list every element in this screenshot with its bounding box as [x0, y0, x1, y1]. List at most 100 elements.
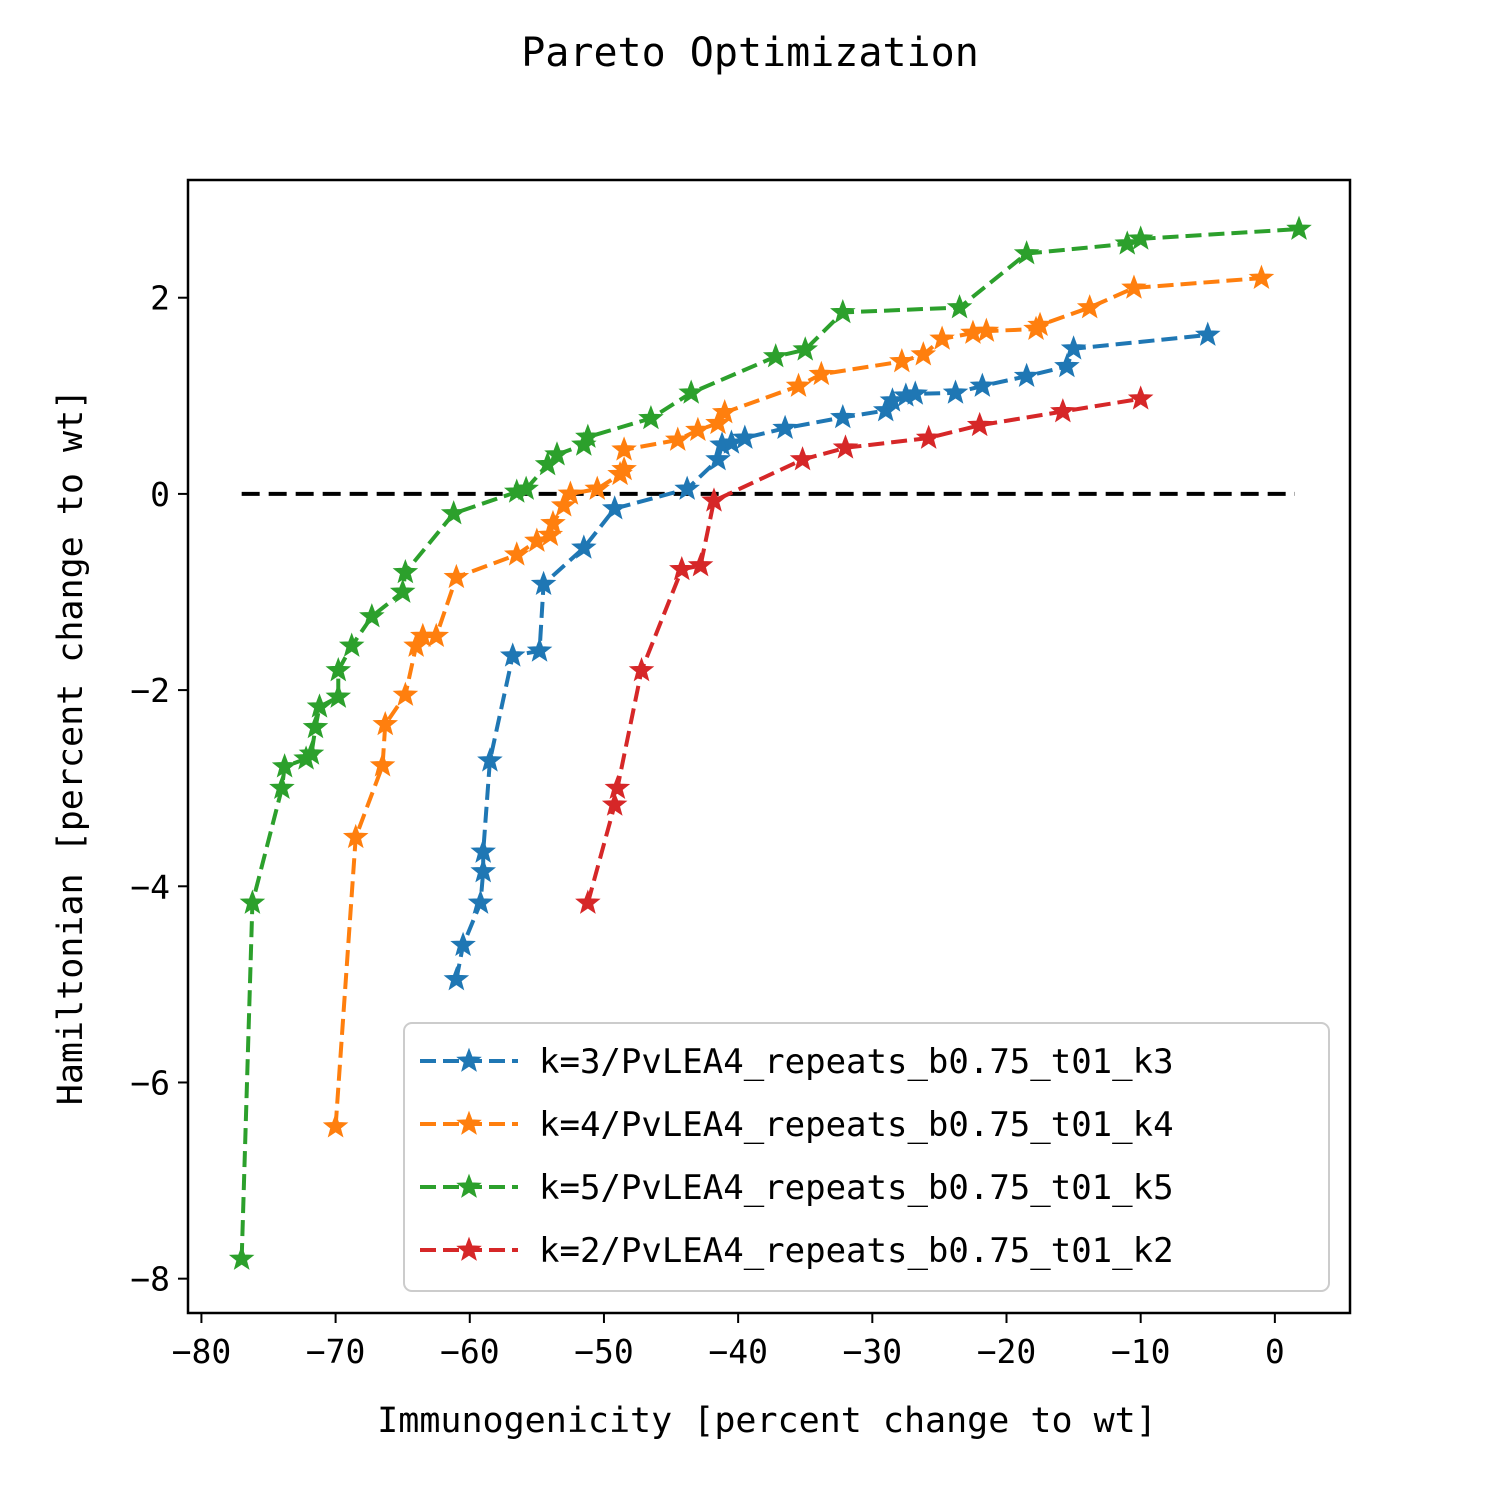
- data-point: [440, 500, 467, 525]
- data-point: [762, 343, 789, 368]
- data-point: [1076, 294, 1103, 319]
- y-tick-label: 0: [150, 475, 170, 514]
- data-point: [601, 791, 628, 816]
- data-point: [302, 713, 329, 739]
- data-point: [392, 558, 419, 584]
- data-point: [946, 294, 973, 319]
- x-tick-label: −50: [574, 1332, 634, 1371]
- data-point: [467, 889, 494, 914]
- data-point: [711, 399, 738, 424]
- data-point: [611, 436, 637, 461]
- data-point: [785, 372, 812, 397]
- data-point: [789, 446, 816, 471]
- data-point: [369, 752, 396, 777]
- data-point: [338, 632, 365, 657]
- series-k2: [575, 385, 1154, 914]
- data-point: [772, 414, 798, 440]
- data-point: [584, 475, 611, 500]
- x-tick-label: −70: [306, 1332, 366, 1371]
- y-tick-label: −6: [130, 1063, 170, 1102]
- data-point: [973, 317, 1000, 342]
- data-point: [1013, 362, 1040, 388]
- data-point: [1050, 398, 1076, 423]
- data-point: [705, 446, 731, 471]
- data-point: [342, 823, 369, 849]
- data-point: [530, 570, 557, 596]
- data-point: [325, 683, 352, 708]
- y-axis-ticks: −8 −6 −4 −2 0 2: [130, 279, 188, 1299]
- data-point: [239, 889, 266, 914]
- data-point: [550, 492, 577, 517]
- series-k4: [322, 264, 1275, 1138]
- plot-area: [228, 215, 1312, 1270]
- data-point: [389, 578, 416, 603]
- legend-label: k=3/PvLEA4_repeats_b0.75_t01_k3: [539, 1042, 1174, 1082]
- x-axis-ticks: −80 −70 −60 −50 −40 −30 −20 −10 0: [172, 1313, 1285, 1371]
- y-axis-label: Hamiltonian [percent change to wt]: [51, 389, 91, 1105]
- data-point: [470, 858, 496, 883]
- data-point: [687, 552, 714, 577]
- data-point: [685, 416, 711, 442]
- data-point: [942, 379, 969, 404]
- data-point: [902, 380, 929, 405]
- data-point: [1127, 385, 1154, 410]
- x-tick-label: −80: [172, 1332, 232, 1371]
- data-point: [557, 480, 584, 505]
- data-point: [544, 441, 570, 466]
- data-point: [575, 889, 601, 914]
- y-tick-label: −8: [130, 1260, 170, 1299]
- data-point: [832, 434, 859, 459]
- data-point: [450, 931, 476, 957]
- data-point: [1054, 352, 1080, 378]
- data-point: [830, 403, 856, 429]
- data-point: [306, 693, 333, 718]
- legend-label: k=2/PvLEA4_repeats_b0.75_t01_k2: [539, 1231, 1174, 1271]
- data-point: [674, 475, 700, 500]
- data-point: [889, 348, 915, 373]
- data-point: [1121, 274, 1147, 299]
- series-line: [454, 333, 1208, 980]
- x-tick-label: −60: [440, 1332, 500, 1371]
- x-tick-label: −20: [977, 1332, 1037, 1371]
- data-point: [969, 372, 996, 397]
- data-point: [915, 424, 942, 449]
- legend-marker: [456, 1047, 482, 1072]
- x-tick-label: −40: [708, 1332, 768, 1371]
- data-point: [1248, 264, 1275, 289]
- data-point: [228, 1245, 255, 1270]
- data-point: [526, 637, 553, 662]
- series-line: [333, 276, 1262, 1127]
- data-point: [701, 487, 727, 512]
- data-point: [628, 657, 655, 682]
- data-point: [271, 753, 298, 778]
- data-point: [1013, 240, 1040, 265]
- legend-marker: [456, 1110, 482, 1135]
- data-point: [372, 711, 399, 736]
- legend: k=3/PvLEA4_repeats_b0.75_t01_k3 k=4/PvLEA…: [403, 1022, 1330, 1292]
- data-point: [1027, 311, 1053, 337]
- x-tick-label: −10: [1111, 1332, 1171, 1371]
- data-point: [470, 838, 496, 863]
- data-point: [325, 657, 352, 682]
- data-point: [540, 509, 566, 535]
- data-point: [1286, 215, 1312, 240]
- x-tick-label: 0: [1265, 1332, 1285, 1371]
- series-line: [585, 396, 1142, 904]
- data-point: [298, 740, 325, 765]
- data-point: [1060, 335, 1087, 360]
- data-point: [604, 774, 631, 800]
- data-point: [571, 534, 597, 559]
- data-point: [1195, 321, 1221, 346]
- data-point: [929, 325, 955, 350]
- data-point: [1127, 225, 1154, 250]
- data-point: [638, 404, 664, 430]
- x-tick-label: −30: [843, 1332, 903, 1371]
- chart-title: Pareto Optimization: [521, 30, 979, 76]
- series-k3: [443, 321, 1221, 991]
- data-point: [269, 774, 295, 800]
- data-point: [601, 495, 628, 520]
- legend-box: [403, 1022, 1330, 1292]
- series-k5: [228, 215, 1312, 1270]
- data-point: [477, 747, 503, 772]
